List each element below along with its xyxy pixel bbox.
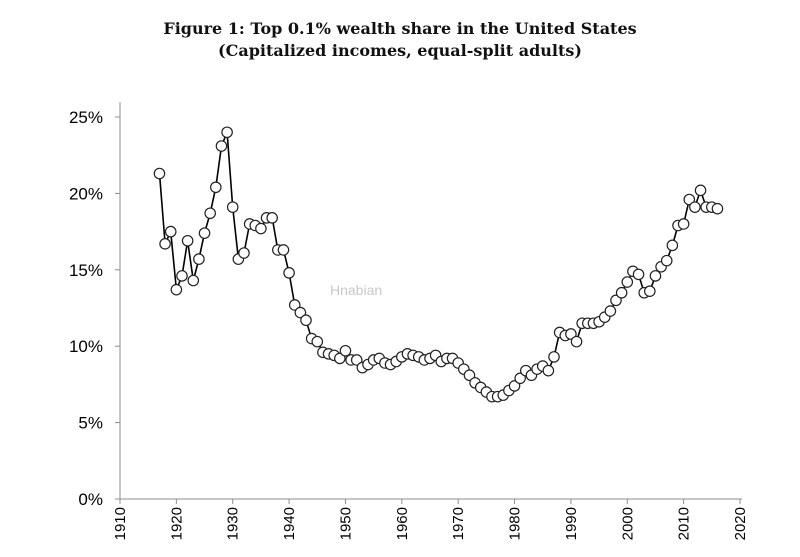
data-point	[350, 354, 363, 366]
data-point	[210, 181, 222, 194]
data-point	[711, 202, 724, 215]
x-tick-label: 1970	[450, 507, 467, 540]
data-point	[339, 344, 352, 357]
x-tick-label: 1910	[112, 507, 129, 540]
x-tick-label: 1930	[225, 507, 242, 540]
data-point	[660, 254, 673, 267]
data-point	[266, 212, 278, 224]
x-tick-label: 1960	[394, 507, 411, 540]
data-point	[649, 270, 662, 282]
data-point	[283, 267, 295, 279]
data-point	[181, 234, 194, 247]
y-tick-label: 10%	[69, 337, 103, 356]
chart-title: Figure 1: Top 0.1% wealth share in the U…	[163, 19, 637, 38]
data-point	[294, 306, 307, 319]
data-point	[221, 126, 233, 139]
data-point	[514, 372, 526, 385]
data-point	[300, 314, 312, 327]
data-point	[570, 335, 583, 348]
data-point	[677, 218, 690, 230]
data-point	[542, 364, 555, 377]
chart-subtitle: (Capitalized incomes, equal-split adults…	[218, 41, 582, 60]
x-tick-label: 1990	[563, 507, 580, 540]
data-point	[632, 268, 645, 281]
data-point	[565, 328, 577, 340]
data-point	[193, 253, 205, 265]
data-point	[187, 274, 200, 287]
data-point	[176, 270, 188, 282]
data-point	[277, 244, 290, 256]
data-point	[153, 167, 166, 180]
x-tick-label: 2010	[676, 507, 693, 540]
data-point	[288, 299, 301, 311]
x-tick-label: 1940	[281, 507, 298, 540]
data-point	[615, 286, 628, 299]
data-point	[463, 369, 476, 382]
data-point	[621, 276, 634, 288]
y-tick-label: 5%	[78, 414, 103, 433]
data-point	[215, 140, 228, 152]
data-point	[170, 283, 183, 296]
data-point	[238, 247, 250, 259]
data-point	[311, 335, 324, 348]
data-point	[198, 227, 211, 239]
data-point	[610, 294, 622, 307]
data-point	[604, 305, 617, 317]
data-point	[644, 285, 656, 297]
x-tick-label: 1950	[337, 507, 354, 540]
y-tick-label: 15%	[69, 261, 103, 280]
data-point	[666, 239, 679, 252]
x-tick-label: 1920	[168, 507, 185, 540]
watermark-text: Hnabian	[330, 282, 382, 298]
data-point	[159, 238, 171, 250]
data-point	[548, 351, 560, 363]
data-point	[226, 201, 239, 213]
data-point	[255, 222, 267, 235]
data-point	[694, 184, 707, 197]
data-point	[683, 193, 696, 206]
data-point	[689, 201, 701, 213]
data-point	[204, 207, 216, 220]
data-point	[334, 352, 346, 365]
data-point	[164, 225, 177, 238]
data-point	[508, 380, 521, 392]
y-tick-label: 25%	[69, 108, 103, 127]
x-tick-label: 2000	[619, 507, 636, 540]
y-tick-label: 20%	[69, 184, 103, 203]
x-tick-label: 2020	[732, 507, 749, 540]
x-tick-label: 1980	[507, 507, 524, 540]
y-tick-label: 0%	[78, 490, 103, 509]
